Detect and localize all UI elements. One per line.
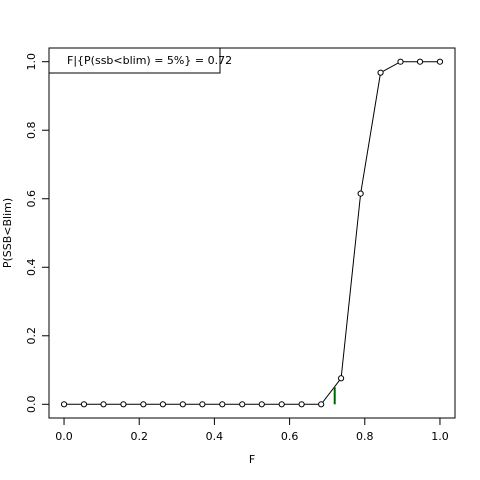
plot-frame <box>48 47 456 419</box>
point <box>278 401 285 408</box>
x-tick-label: 0.8 <box>356 430 374 443</box>
x-tick-label: 0.4 <box>206 430 224 443</box>
point <box>337 375 345 382</box>
x-tick-label: 1.0 <box>431 430 449 443</box>
point <box>397 58 404 65</box>
legend-box <box>48 47 221 74</box>
x-tick-label: 0.0 <box>55 430 73 443</box>
point <box>199 401 206 408</box>
point <box>159 401 167 408</box>
point <box>239 401 246 408</box>
x-tick-label: 0.2 <box>130 430 148 443</box>
point <box>80 401 88 408</box>
y-tick-label: 0.6 <box>25 190 38 208</box>
x-tick-label: 0.6 <box>281 430 299 443</box>
point <box>298 401 305 408</box>
point <box>436 58 444 65</box>
series-line <box>64 61 440 405</box>
y-tick-label: 0.4 <box>25 259 38 277</box>
point <box>357 190 364 197</box>
point <box>219 401 226 408</box>
x-axis-label: F <box>249 453 255 466</box>
point <box>318 401 325 408</box>
y-tick-label: 0.8 <box>25 121 38 139</box>
y-tick-label: 1.0 <box>25 53 38 71</box>
point <box>140 401 147 408</box>
annotation: F|{P(ssb<blim) = 5%} = 0.72 <box>67 54 232 67</box>
y-tick-label: 0.2 <box>25 327 38 345</box>
point <box>377 69 384 76</box>
point <box>179 401 186 408</box>
point <box>120 401 127 408</box>
point <box>60 401 68 408</box>
point <box>416 58 424 65</box>
y-axis-label: P(SSB<Blim) <box>1 198 14 268</box>
y-tick-label: 0.0 <box>25 396 38 414</box>
point <box>258 401 265 408</box>
point <box>100 401 107 408</box>
